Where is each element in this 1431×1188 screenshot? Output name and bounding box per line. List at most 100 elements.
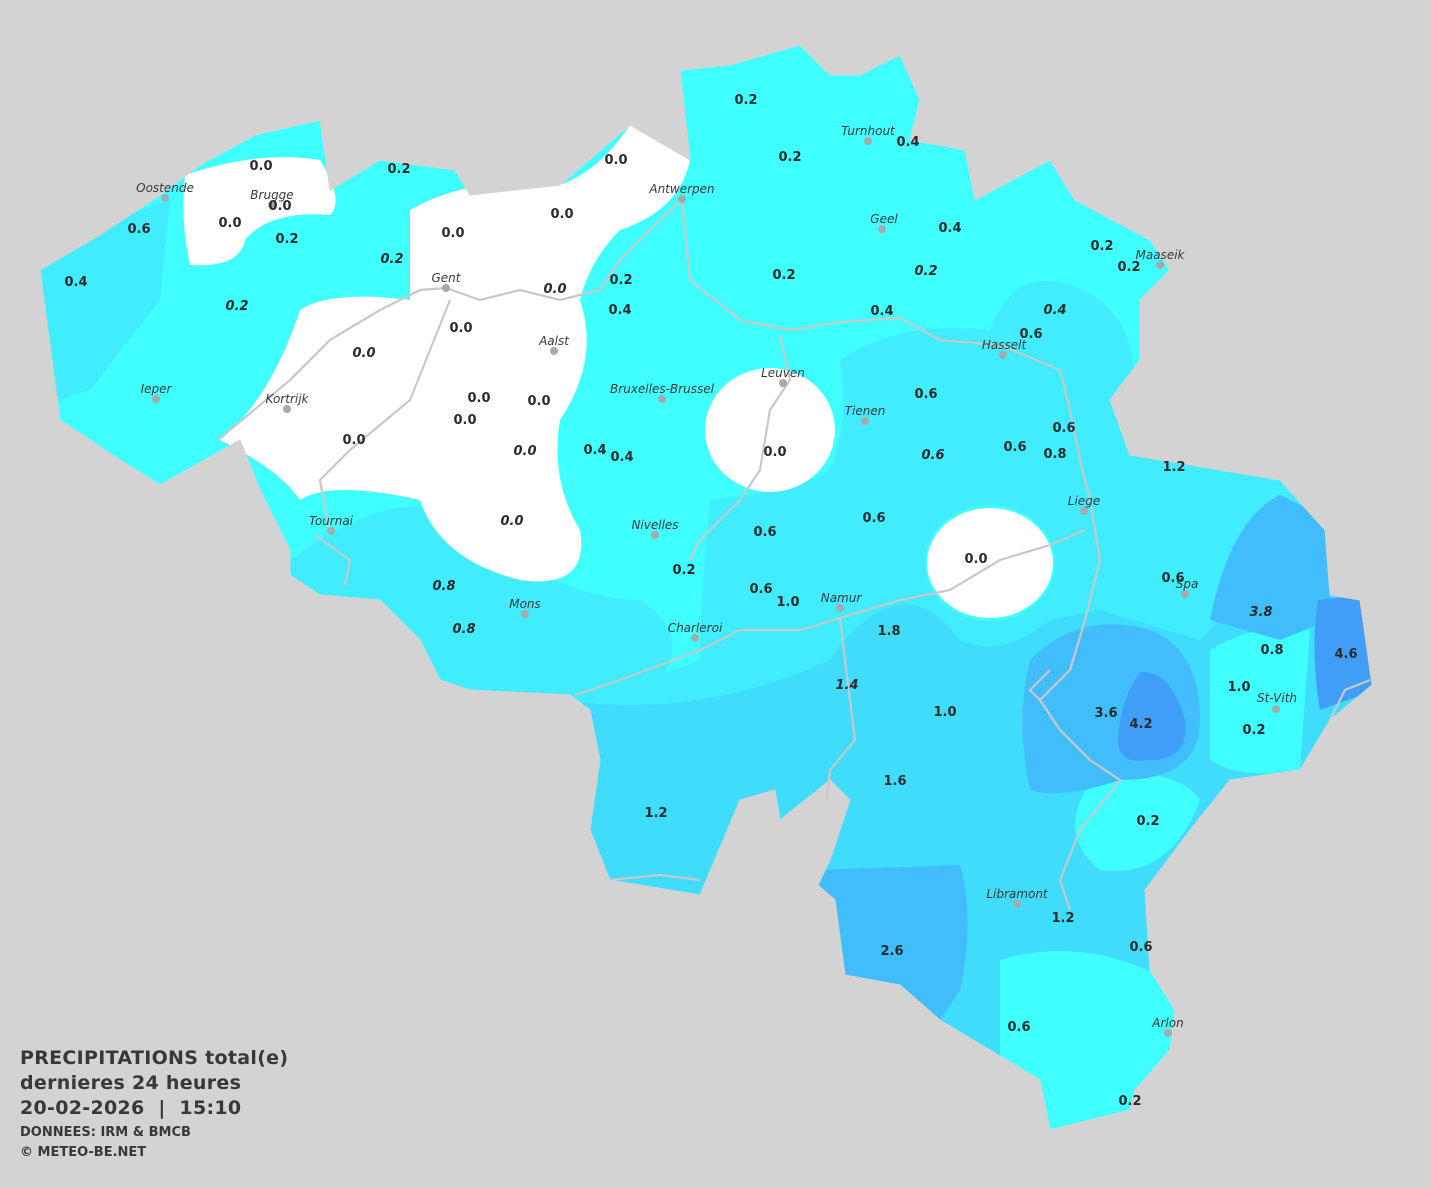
zone-4-2 — [1118, 671, 1186, 761]
svg-text:Arlon: Arlon — [1151, 1016, 1183, 1030]
city-geel: Geel — [870, 212, 898, 233]
value-label: 0.2 — [275, 232, 298, 247]
svg-text:Tournai: Tournai — [309, 514, 354, 528]
value-label: 0.4 — [1043, 303, 1066, 318]
value-label: 0.2 — [1118, 1094, 1141, 1109]
city-gent: Gent — [432, 271, 462, 292]
value-label: 0.0 — [218, 216, 241, 231]
value-label: 0.8 — [452, 622, 475, 637]
precipitation-values: 0.2 0.2 0.4 0.0 0.0 0.0 0.2 0.0 0.0 0.6 … — [64, 93, 1357, 1109]
zone-zero-central — [220, 125, 690, 582]
value-label: 0.4 — [896, 135, 919, 150]
value-label: 1.6 — [883, 774, 906, 789]
value-label: 0.4 — [583, 443, 606, 458]
value-label: 0.4 — [610, 450, 633, 465]
value-label: 0.4 — [870, 304, 893, 319]
value-label: 1.4 — [835, 678, 858, 693]
value-label: 0.0 — [342, 433, 365, 448]
zone-2-6 — [815, 865, 968, 1020]
value-label: 0.2 — [1090, 239, 1113, 254]
value-label: 0.0 — [268, 199, 291, 214]
value-label: 0.2 — [672, 563, 695, 578]
value-label: 0.2 — [609, 273, 632, 288]
value-label: 0.0 — [763, 445, 786, 460]
zone-0-2-south — [1075, 770, 1200, 872]
city-antwerpen: Antwerpen — [648, 182, 715, 203]
city-brugge: Brugge — [250, 188, 294, 209]
value-label: 0.0 — [249, 159, 272, 174]
svg-text:Turnhout: Turnhout — [841, 124, 896, 138]
value-label: 0.0 — [500, 514, 523, 529]
value-label: 0.2 — [778, 150, 801, 165]
svg-text:Namur: Namur — [821, 591, 863, 605]
value-label: 0.0 — [543, 282, 566, 297]
zone-zero-liege — [927, 508, 1053, 618]
value-label: 1.2 — [644, 806, 667, 821]
city-arlon: Arlon — [1151, 1016, 1184, 1037]
svg-text:Hasselt: Hasselt — [982, 338, 1028, 352]
svg-text:Brugge: Brugge — [250, 188, 293, 202]
city-leuven: Leuven — [761, 366, 805, 387]
svg-text:Antwerpen: Antwerpen — [648, 182, 714, 196]
city-st-vith: St-Vith — [1257, 691, 1297, 713]
value-label: 1.2 — [1162, 460, 1185, 475]
value-label: 0.8 — [1043, 447, 1066, 462]
value-label: 0.2 — [772, 268, 795, 283]
value-label: 0.0 — [352, 346, 375, 361]
svg-text:Leuven: Leuven — [761, 366, 805, 380]
value-label: 0.4 — [64, 275, 87, 290]
value-label: 0.6 — [753, 525, 776, 540]
city-spa: Spa — [1176, 577, 1199, 598]
data-source: DONNEES: IRM & BMCB — [20, 1125, 191, 1140]
city-oostende: Oostende — [136, 181, 194, 202]
city-tienen: Tienen — [845, 404, 886, 425]
svg-text:Nivelles: Nivelles — [631, 518, 678, 532]
svg-text:Libramont: Libramont — [986, 887, 1049, 901]
city-maaseik: Maaseik — [1136, 248, 1186, 269]
value-label: 0.2 — [1136, 814, 1159, 829]
city-mons: Mons — [509, 597, 541, 618]
value-label: 3.6 — [1094, 706, 1117, 721]
copyright: © METEO-BE.NET — [20, 1145, 147, 1160]
city-turnhout: Turnhout — [841, 124, 896, 145]
value-label: 0.6 — [1161, 571, 1184, 586]
value-label: 0.2 — [225, 299, 248, 314]
value-label: 0.0 — [604, 153, 627, 168]
svg-text:Tienen: Tienen — [845, 404, 886, 418]
svg-text:Bruxelles-Brussel: Bruxelles-Brussel — [610, 382, 715, 396]
value-label: 0.0 — [550, 207, 573, 222]
city-hasselt: Hasselt — [982, 338, 1028, 359]
value-label: 1.8 — [877, 624, 900, 639]
rivers — [217, 199, 1371, 911]
city-aalst: Aalst — [538, 334, 570, 355]
value-label: 0.6 — [1019, 327, 1042, 342]
value-label: 0.2 — [914, 264, 937, 279]
value-label: 0.0 — [527, 394, 550, 409]
value-label: 0.8 — [432, 579, 455, 594]
zone-zero-leuven — [705, 368, 835, 492]
svg-text:Ieper: Ieper — [141, 382, 173, 396]
value-label: 0.6 — [914, 387, 937, 402]
value-label: 0.0 — [449, 321, 472, 336]
map-legend: PRECIPITATIONS total(e) dernieres 24 heu… — [20, 1046, 288, 1163]
map-period: dernieres 24 heures — [20, 1072, 242, 1094]
svg-text:Spa: Spa — [1176, 577, 1199, 591]
city-markers: Oostende Brugge Antwerpen Turnhout Gent … — [136, 124, 1297, 1037]
city-bruxelles: Bruxelles-Brussel — [610, 382, 715, 403]
city-ieper: Ieper — [141, 382, 173, 403]
svg-text:Liege: Liege — [1068, 494, 1100, 508]
zone-4-6 — [1314, 595, 1372, 710]
value-label: 0.2 — [734, 93, 757, 108]
value-label: 0.6 — [862, 511, 885, 526]
svg-text:Aalst: Aalst — [538, 334, 570, 348]
value-label: 0.2 — [387, 162, 410, 177]
value-label: 0.2 — [1117, 260, 1140, 275]
value-label: 1.0 — [776, 595, 799, 610]
city-tournai: Tournai — [309, 514, 354, 535]
value-label: 1.0 — [933, 705, 956, 720]
map-datetime: 20-02-2026 | 15:10 — [20, 1097, 242, 1119]
value-label: 3.8 — [1249, 605, 1272, 620]
